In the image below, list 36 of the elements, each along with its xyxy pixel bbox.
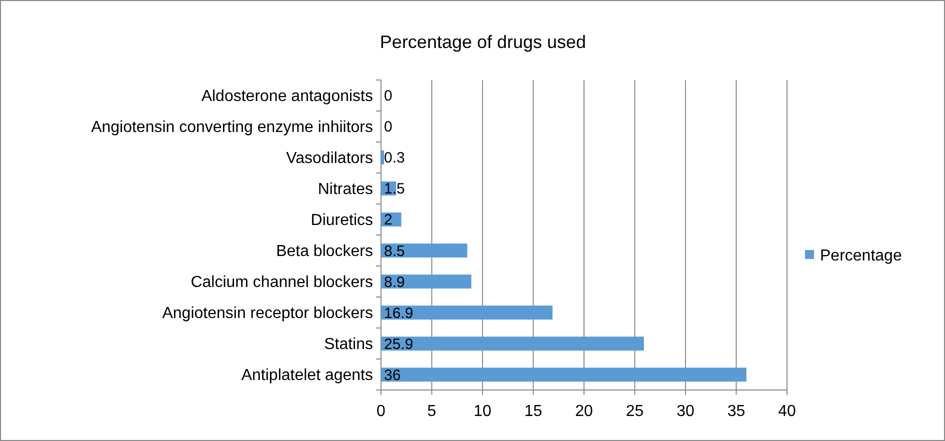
y-tick-label: Beta blockers xyxy=(276,243,373,260)
data-label: 25.9 xyxy=(384,336,414,353)
y-tick-label: Angiotensin converting enzyme inhiitors xyxy=(91,118,373,136)
bar xyxy=(381,150,384,164)
data-label: 36 xyxy=(384,366,401,384)
x-tick-label: 30 xyxy=(676,403,694,420)
y-tick-label: Aldosterone antagonists xyxy=(201,88,373,105)
x-tick-label: 15 xyxy=(524,403,542,420)
y-tick-label: Antiplatelet agents xyxy=(241,367,373,384)
x-tick-label: 40 xyxy=(778,403,796,420)
data-label: 8.9 xyxy=(384,274,405,291)
x-tick-label: 25 xyxy=(626,403,644,420)
y-tick-label: Calcium channel blockers xyxy=(190,274,373,292)
y-tick-label: Vasodilators xyxy=(286,150,373,168)
bar xyxy=(381,244,468,258)
data-label: 2 xyxy=(384,212,392,229)
data-label: 0.3 xyxy=(384,150,405,167)
x-tick-label: 0 xyxy=(376,403,386,420)
y-tick-label: Diuretics xyxy=(310,212,373,230)
chart-title: Percentage of drugs used xyxy=(380,32,586,52)
data-label: 8.5 xyxy=(384,242,405,260)
bar xyxy=(381,336,644,351)
y-tick-label: Statins xyxy=(324,336,373,354)
y-tick-label: Angiotensin receptor blockers xyxy=(162,305,373,322)
x-tick-label: 10 xyxy=(474,403,492,420)
bar xyxy=(381,274,472,289)
x-tick-label: 35 xyxy=(727,403,746,420)
y-tick-label: Nitrates xyxy=(318,181,373,198)
bar xyxy=(381,306,553,320)
data-label: 0 xyxy=(384,88,392,105)
x-tick-label: 5 xyxy=(427,403,436,420)
legend-label: Percentage xyxy=(820,248,902,265)
bar xyxy=(381,368,746,382)
data-label: 16.9 xyxy=(384,304,414,322)
data-label: 0 xyxy=(384,118,392,136)
x-tick-label: 20 xyxy=(575,403,593,420)
